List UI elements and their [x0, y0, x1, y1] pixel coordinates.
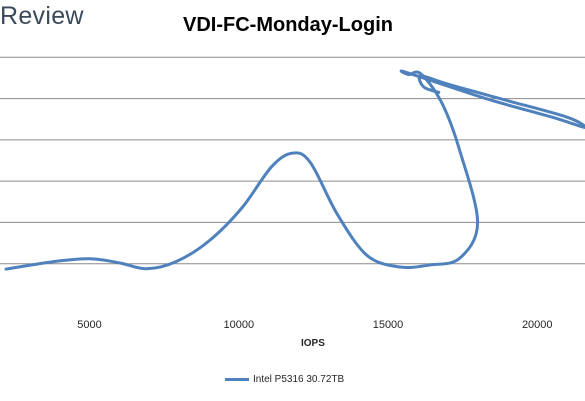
x-tick-label: 10000 [223, 319, 254, 331]
brand-logo-text: Review [0, 2, 84, 30]
x-axis-title: IOPS [301, 338, 325, 349]
chart-title: VDI-FC-Monday-Login [183, 14, 393, 36]
gridlines [0, 56, 585, 265]
legend-swatch [225, 378, 249, 381]
x-tick-label: 15000 [373, 319, 404, 331]
x-tick-label: 5000 [77, 319, 101, 331]
legend: Intel P5316 30.72TB [225, 374, 344, 385]
x-tick-label: 20000 [522, 319, 553, 331]
series-line [4, 69, 585, 271]
x-axis-ticks: 5000 10000 15000 20000 [77, 319, 552, 331]
legend-label: Intel P5316 30.72TB [253, 374, 345, 385]
